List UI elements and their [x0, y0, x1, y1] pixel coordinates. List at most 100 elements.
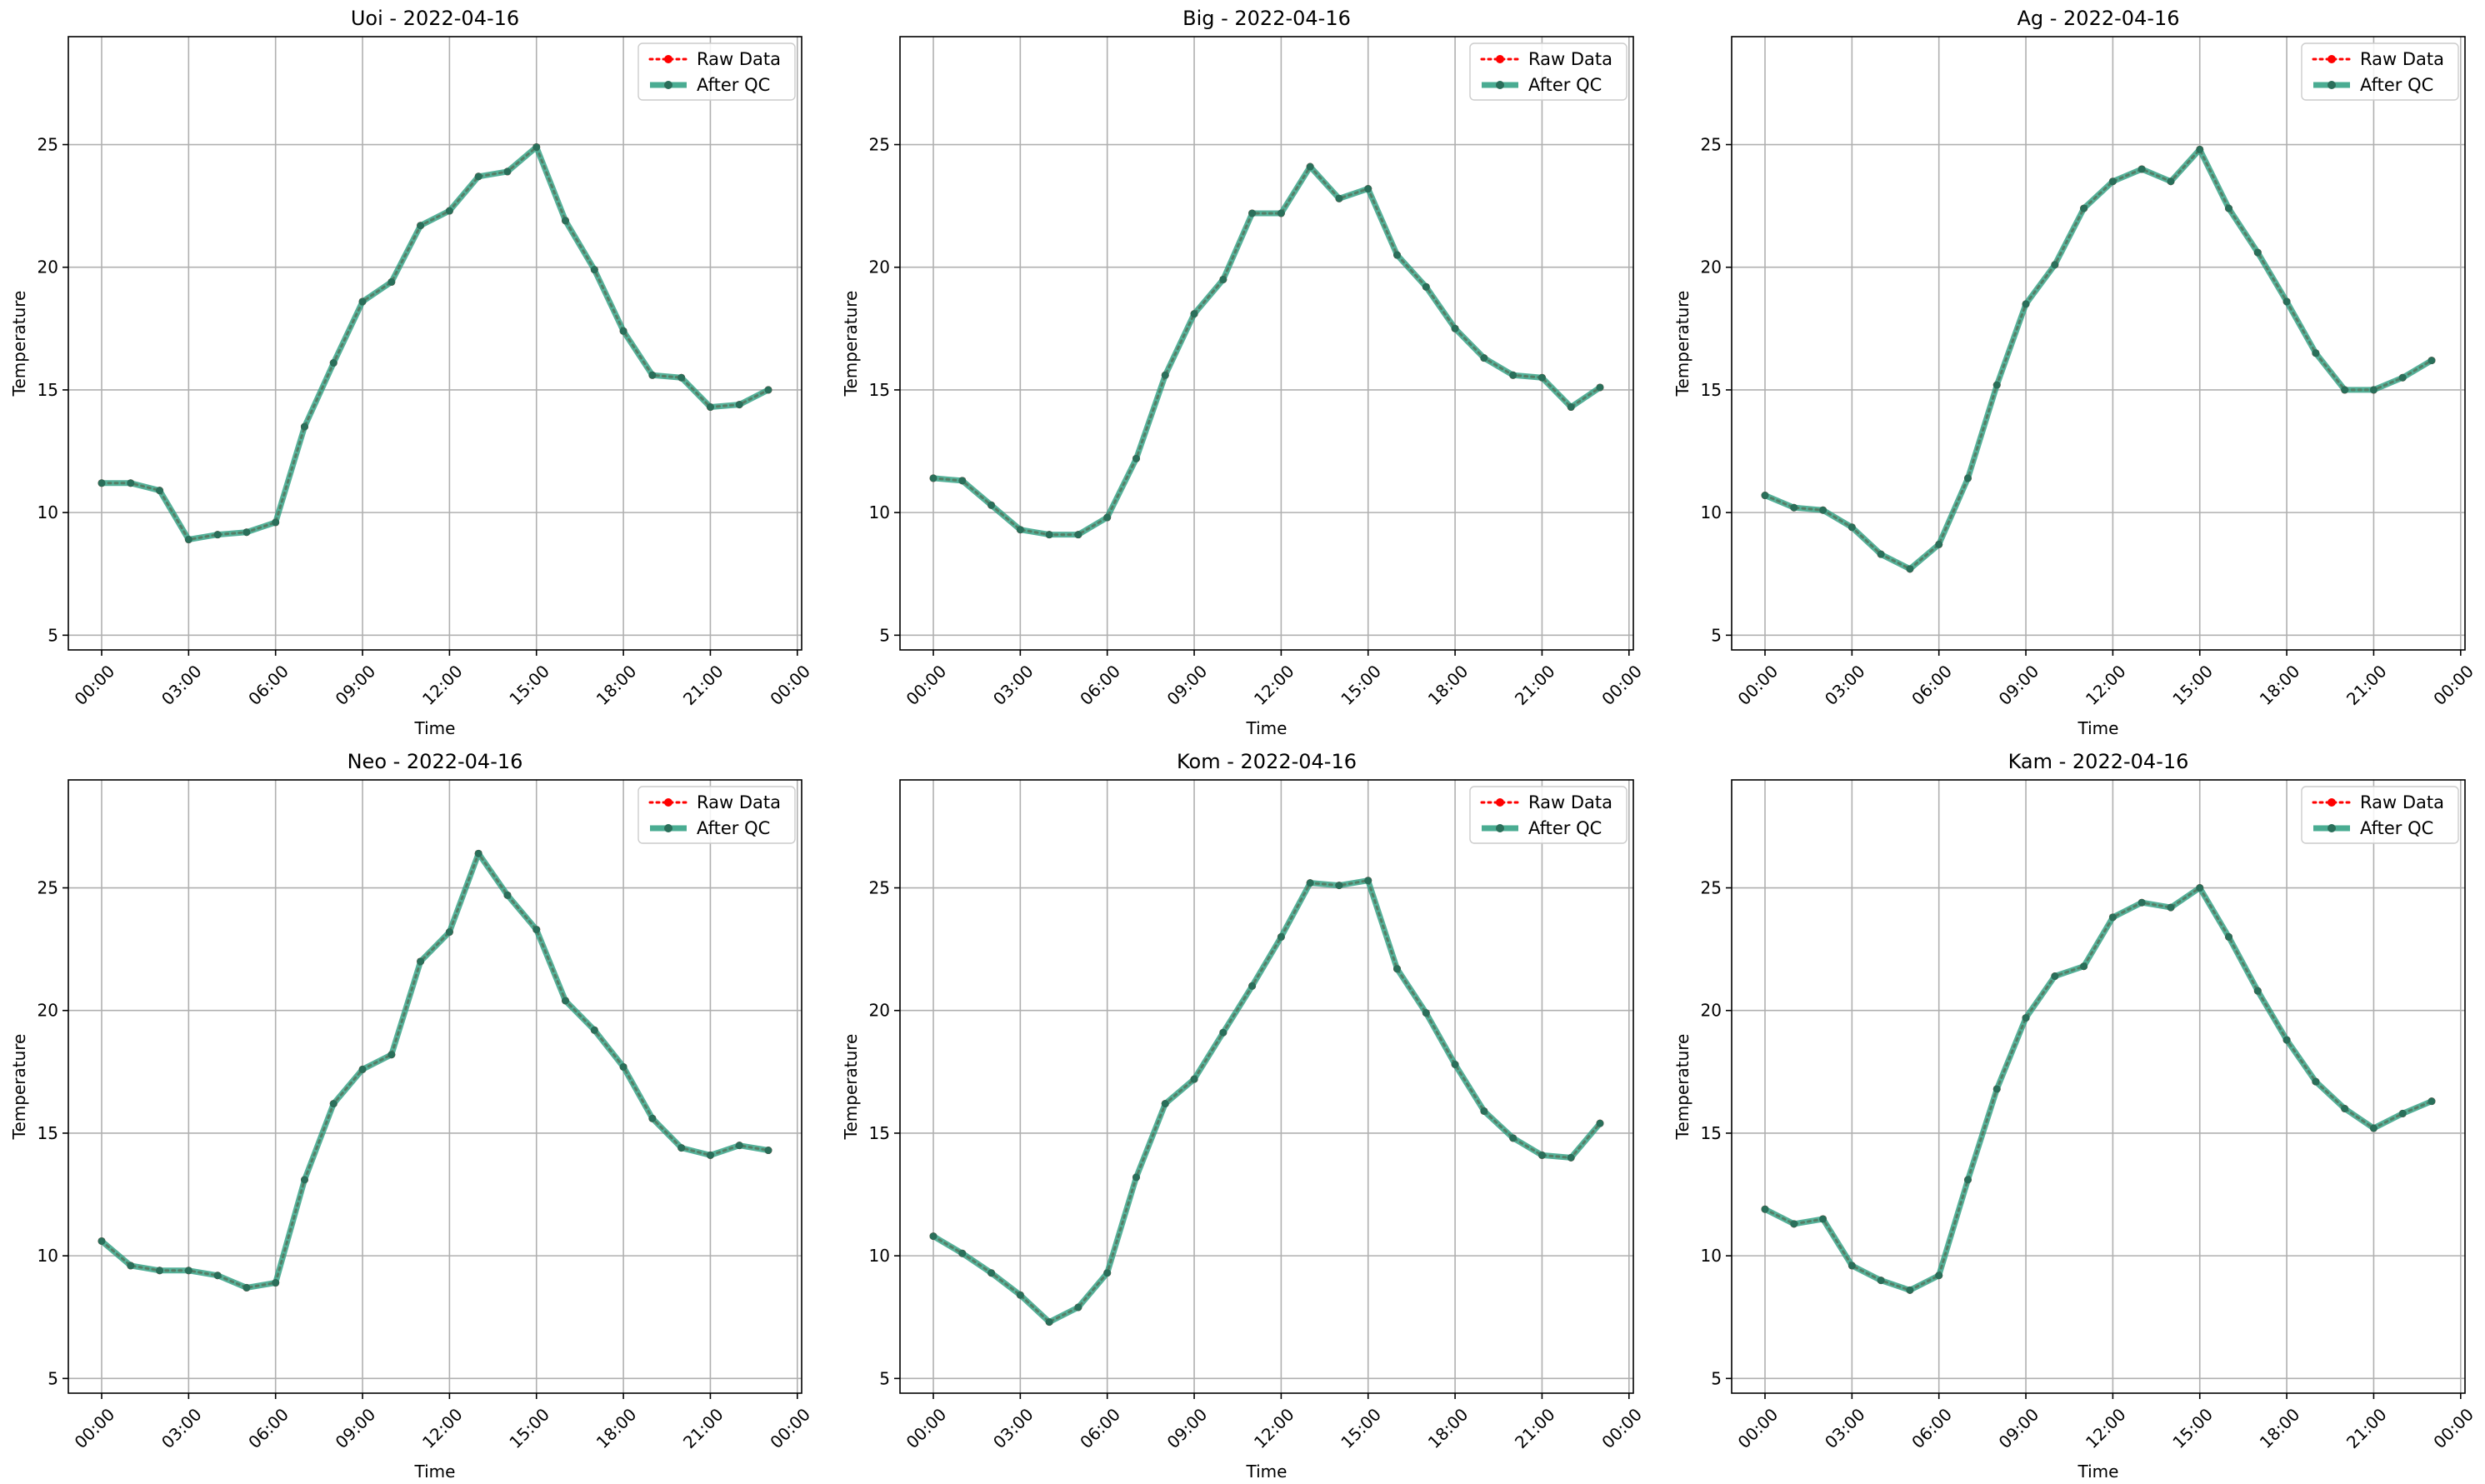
after-qc-point — [1992, 381, 2001, 389]
x-tick-label: 00:00 — [902, 1404, 951, 1452]
legend-marker-raw-data — [664, 798, 672, 807]
y-axis-label: Temperature — [1672, 1034, 1692, 1141]
y-axis-label: Temperature — [9, 1034, 29, 1141]
x-tick-label: 09:00 — [1995, 1404, 2043, 1452]
legend-marker-after-qc — [2328, 81, 2336, 89]
x-tick-label: 00:00 — [1598, 661, 1646, 709]
after-qc-point — [1819, 506, 1828, 514]
x-tick-label: 09:00 — [1995, 661, 2043, 709]
after-qc-point — [1161, 371, 1169, 379]
series-raw-data — [98, 849, 772, 1292]
after-qc-point — [2428, 1097, 2436, 1106]
subplot-3: 00:00 03:00 06:00 09:00 12:00 15:00 18:00 21:00… — [1672, 7, 2478, 738]
after-qc-point — [417, 957, 425, 966]
after-qc-point — [1509, 371, 1518, 379]
chart-title: Uoi - 2022-04-16 — [351, 7, 519, 30]
after-qc-point — [1103, 513, 1112, 522]
y-tick-label: 15 — [38, 380, 58, 400]
x-tick-label: 12:00 — [1250, 661, 1298, 709]
x-tick-label: 15:00 — [1337, 661, 1385, 709]
after-qc-point — [474, 172, 482, 181]
y-tick-label: 10 — [38, 1246, 58, 1266]
legend-label: Raw Data — [1528, 792, 1612, 812]
after-qc-point — [619, 1062, 628, 1071]
y-tick-label: 20 — [38, 1001, 58, 1021]
after-qc-point — [1219, 275, 1228, 283]
x-tick-label: 03:00 — [1821, 661, 1869, 709]
after-qc-point — [1596, 1119, 1604, 1127]
after-qc-point — [1963, 1176, 1972, 1184]
after-qc-point — [2282, 297, 2291, 306]
x-tick-label: 03:00 — [158, 661, 206, 709]
after-qc-point — [2138, 165, 2146, 173]
after-qc-point — [2080, 204, 2088, 212]
legend: Raw Data After QC — [1469, 42, 1628, 101]
x-tick-label: 00:00 — [1734, 1404, 1782, 1452]
after-qc-point — [474, 849, 482, 857]
after-qc-point — [1538, 1151, 1546, 1159]
series-raw-data — [929, 877, 1604, 1327]
x-tick-label: 06:00 — [1908, 1404, 1956, 1452]
x-tick-label: 21:00 — [2342, 1404, 2391, 1452]
y-axis-label: Temperature — [1672, 291, 1692, 397]
subplot-5: 00:00 03:00 06:00 09:00 12:00 15:00 18:00 21:00… — [841, 750, 1646, 1482]
y-axis-label: Temperature — [841, 1034, 861, 1141]
x-tick-label: 15:00 — [505, 661, 553, 709]
raw-data-line — [100, 851, 770, 1289]
x-axis-label: Time — [1246, 718, 1288, 738]
after-qc-point — [532, 142, 541, 151]
after-qc-point — [213, 531, 222, 539]
grid-lines — [900, 780, 1633, 1393]
legend: Raw Data After QC — [2301, 42, 2459, 101]
legend-marker-raw-data — [1496, 55, 1504, 63]
after-qc-point — [156, 1267, 164, 1275]
after-qc-point — [648, 371, 657, 379]
after-qc-point — [1103, 1269, 1112, 1277]
x-tick-label: 00:00 — [766, 661, 814, 709]
x-tick-label: 21:00 — [679, 661, 728, 709]
legend-label: Raw Data — [1528, 49, 1612, 69]
after-qc-point — [1567, 1153, 1575, 1162]
after-qc-point — [2341, 386, 2349, 394]
plot-frame — [1731, 779, 2466, 1394]
y-tick-label: 15 — [38, 1123, 58, 1143]
after-qc-point — [1480, 354, 1488, 362]
y-tick-label: 5 — [48, 625, 58, 645]
x-axis-label: Time — [414, 1462, 456, 1482]
after-qc-point — [1045, 1318, 1053, 1327]
x-tick-label: 18:00 — [592, 1404, 641, 1452]
legend-label: Raw Data — [2360, 49, 2444, 69]
after-qc-point — [2108, 177, 2117, 186]
after-qc-point — [1538, 373, 1546, 382]
x-tick-label: 21:00 — [1511, 661, 1559, 709]
after-qc-point — [678, 1144, 686, 1152]
after-qc-point — [2369, 1124, 2378, 1132]
after-qc-point — [1190, 1075, 1198, 1083]
after-qc-point — [358, 1065, 367, 1073]
after-qc-point — [1761, 1205, 1769, 1213]
chart-title: Neo - 2022-04-16 — [348, 750, 523, 773]
after-qc-point — [1132, 454, 1140, 462]
subplot-1: 00:00 03:00 06:00 09:00 12:00 15:00 18:00 21:00… — [9, 7, 814, 738]
x-tick-label: 15:00 — [2168, 661, 2217, 709]
after-qc-point — [272, 518, 280, 527]
after-qc-point — [1364, 877, 1372, 885]
after-qc-point — [1963, 474, 1972, 482]
after-qc-point — [1045, 531, 1053, 539]
after-qc-point — [1451, 324, 1459, 332]
y-axis-label: Temperature — [841, 291, 861, 397]
after-qc-point — [127, 1262, 135, 1270]
after-qc-point — [2398, 1109, 2407, 1117]
after-qc-point — [1393, 965, 1402, 973]
after-qc-point — [445, 928, 453, 937]
series-after-qc — [98, 849, 772, 1292]
after-qc-point — [1277, 932, 1285, 941]
after-qc-point — [1596, 383, 1604, 392]
after-qc-point — [503, 167, 512, 176]
after-qc-point — [2398, 373, 2407, 382]
after-qc-point — [2341, 1104, 2349, 1112]
y-tick-label: 10 — [38, 502, 58, 522]
after-qc-point — [735, 1142, 743, 1150]
legend-label: After QC — [2360, 818, 2433, 838]
after-qc-point — [127, 479, 135, 487]
